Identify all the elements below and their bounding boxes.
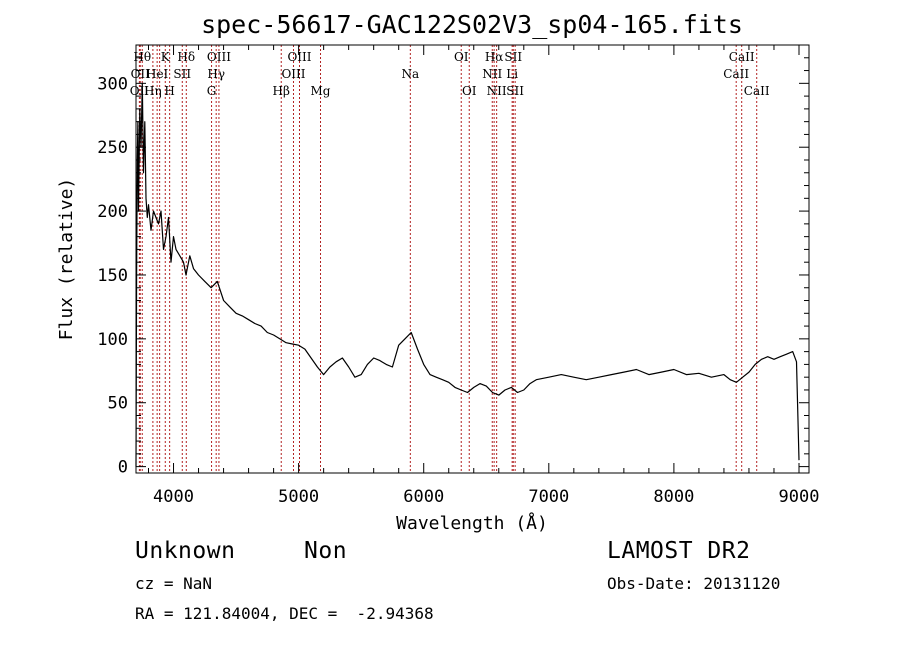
spectral-line-markers — [138, 45, 758, 473]
x-tick-label: 5000 — [278, 487, 319, 507]
spectral-line-label: HeI — [146, 67, 169, 81]
y-tick-label: 250 — [97, 138, 128, 158]
spectral-line-label: CaII — [744, 84, 770, 98]
spectral-line-label: NII — [487, 84, 507, 98]
spectral-line-label: OII — [130, 84, 150, 98]
y-tick-label: 200 — [97, 202, 128, 222]
spectral-line-label: SII — [504, 50, 522, 64]
spectral-line-label: OIII — [207, 50, 231, 64]
spectral-line-label: OIII — [281, 67, 305, 81]
y-axis-label: Flux (relative) — [56, 178, 77, 341]
x-tick-label: 8000 — [653, 487, 694, 507]
y-tick-label: 100 — [97, 330, 128, 350]
spectral-line-labels: OII OII Hθ Hη HeI K H SII Hδ G Hγ OIII Hβ OIII OIII Mg N… — [130, 50, 770, 98]
spectral-line-label: NII — [482, 67, 502, 81]
spectral-line-label: SII — [506, 84, 524, 98]
survey-name: LAMOST DR2 — [607, 538, 751, 564]
x-tick-label: 4000 — [153, 487, 194, 507]
spectrum-line — [135, 82, 800, 467]
spectral-line-label: CaII — [723, 67, 749, 81]
x-tick-label: 9000 — [779, 487, 820, 507]
object-subclass: Non — [304, 538, 348, 564]
spectral-line-label: Mg — [311, 84, 331, 98]
y-tick-label: 0 — [118, 458, 128, 478]
plot-frame — [135, 44, 810, 474]
x-tick-label: 7000 — [528, 487, 569, 507]
spectral-line-label: Hη — [144, 84, 162, 98]
spectral-line-label: H — [164, 84, 174, 98]
x-tick-label: 6000 — [403, 487, 444, 507]
redshift-cz: cz = NaN — [135, 574, 213, 593]
spectral-line-label: CaII — [729, 50, 755, 64]
y-axis: 0 50 100 150 200 250 300 — [97, 57, 809, 478]
x-axis-label: Wavelength (Å) — [396, 512, 548, 534]
spectral-line-label: SII — [173, 67, 191, 81]
spectral-line-label: Hβ — [273, 84, 290, 98]
spectral-line-label: Na — [402, 67, 420, 81]
spectral-line-label: Hδ — [177, 50, 195, 64]
coordinates: RA = 121.84004, DEC = -2.94368 — [135, 604, 434, 623]
spectral-line-label: OII — [131, 67, 151, 81]
chart-title: spec-56617-GAC122S02V3_sp04-165.fits — [201, 10, 743, 39]
spectral-line-label: Hθ — [133, 50, 151, 64]
spectral-line-label: OIII — [287, 50, 311, 64]
spectral-line-label: Hα — [485, 50, 504, 64]
object-class: Unknown — [135, 538, 236, 564]
spectral-line-label: OI — [462, 84, 477, 98]
spectral-line-label: Li — [506, 67, 518, 81]
spectral-line-label: G — [207, 84, 217, 98]
spectral-line-label: K — [161, 50, 171, 64]
y-tick-label: 50 — [108, 394, 128, 414]
spectral-line-label: Hγ — [207, 67, 225, 81]
y-tick-label: 300 — [97, 74, 128, 94]
y-tick-label: 150 — [97, 266, 128, 286]
obs-date: Obs-Date: 20131120 — [607, 574, 781, 593]
spectral-line-label: OI — [454, 50, 469, 64]
x-axis: 4000 5000 6000 7000 8000 9000 — [148, 45, 820, 507]
